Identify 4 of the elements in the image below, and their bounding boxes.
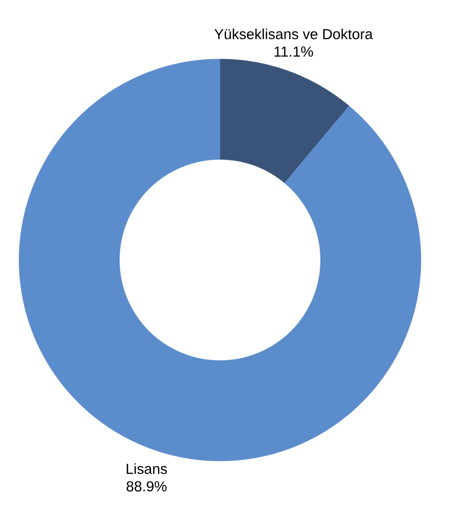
slice-label: Lisans [126,463,167,474]
slice-label: Yükseklisans ve Doktora [214,28,373,40]
data-label: 88.9% [126,481,167,492]
data-label: 11.1% [274,46,313,57]
